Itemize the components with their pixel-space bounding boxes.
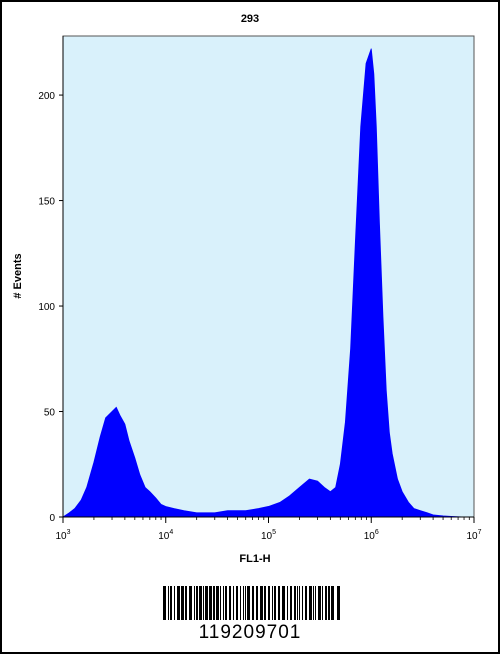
y-axis-label: # Events bbox=[12, 253, 24, 298]
barcode-bar bbox=[216, 586, 219, 620]
barcode-bar bbox=[225, 586, 227, 620]
barcode-bar bbox=[318, 586, 321, 620]
barcode-bar bbox=[290, 586, 292, 620]
barcode-bar bbox=[163, 586, 166, 620]
barcode-bar bbox=[278, 586, 280, 620]
barcode-bar bbox=[174, 586, 175, 620]
barcode-bar bbox=[302, 586, 303, 620]
y-tick-label: 100 bbox=[38, 302, 55, 313]
barcode-bar bbox=[233, 586, 234, 620]
y-tick-label: 150 bbox=[38, 197, 55, 208]
barcode-bar bbox=[272, 586, 273, 620]
x-tick-label: 105 bbox=[261, 529, 276, 542]
barcode-bar bbox=[264, 586, 266, 620]
barcode-bar bbox=[213, 586, 215, 620]
barcode-bar bbox=[325, 586, 327, 620]
barcode-bar bbox=[282, 586, 285, 620]
plot-area bbox=[62, 35, 475, 518]
y-tick-label: 0 bbox=[49, 513, 55, 524]
barcode-bar bbox=[209, 586, 212, 620]
x-tick-label: 106 bbox=[364, 529, 379, 542]
barcode-bar bbox=[315, 586, 316, 620]
barcode-bar bbox=[337, 586, 340, 620]
y-tick-label: 200 bbox=[38, 91, 55, 102]
barcode-bar bbox=[309, 586, 312, 620]
barcode-bar bbox=[243, 586, 244, 620]
histogram-series-0 bbox=[61, 48, 474, 518]
barcode-number: 119209701 bbox=[198, 622, 302, 643]
barcode-bar bbox=[297, 586, 298, 620]
barcode-bar bbox=[328, 586, 330, 620]
barcode-bar bbox=[245, 586, 246, 620]
barcode-bar bbox=[236, 586, 238, 620]
barcode bbox=[163, 586, 340, 620]
y-tick-label: 50 bbox=[44, 408, 56, 419]
barcode-bar bbox=[274, 586, 276, 620]
barcode-bar bbox=[203, 586, 204, 620]
barcode-bar bbox=[205, 586, 208, 620]
barcode-bar bbox=[168, 586, 169, 620]
barcode-bar bbox=[189, 586, 192, 620]
barcode-bar bbox=[260, 586, 263, 620]
barcode-bar bbox=[170, 586, 172, 620]
barcode-bar bbox=[229, 586, 231, 620]
barcode-bar bbox=[220, 586, 221, 620]
barcode-bar bbox=[196, 586, 198, 620]
barcode-bar bbox=[181, 586, 184, 620]
barcode-bar bbox=[199, 586, 202, 620]
barcode-bar bbox=[247, 586, 250, 620]
series-layer bbox=[61, 48, 474, 518]
barcode-bar bbox=[223, 586, 224, 620]
barcode-bar bbox=[240, 586, 241, 620]
barcode-bar bbox=[194, 586, 195, 620]
barcode-bar bbox=[268, 586, 270, 620]
barcode-bar bbox=[299, 586, 300, 620]
barcode-bar bbox=[287, 586, 288, 620]
barcode-bar bbox=[322, 586, 323, 620]
barcode-bar bbox=[256, 586, 258, 620]
barcode-bar bbox=[294, 586, 296, 620]
barcode-bar bbox=[331, 586, 334, 620]
x-tick-label: 107 bbox=[466, 529, 481, 542]
barcode-bar bbox=[252, 586, 254, 620]
barcode-bar bbox=[177, 586, 180, 620]
barcode-bar bbox=[313, 586, 314, 620]
chart-title: 293 bbox=[241, 13, 259, 25]
x-tick-label: 104 bbox=[158, 529, 173, 542]
axes-layer: 0 50 100 150 200 103 104 105 106 107 bbox=[38, 36, 482, 542]
x-axis-label: FL1-H bbox=[239, 553, 270, 565]
x-tick-label: 103 bbox=[55, 529, 70, 542]
barcode-bar bbox=[305, 586, 307, 620]
barcode-bar bbox=[185, 586, 187, 620]
